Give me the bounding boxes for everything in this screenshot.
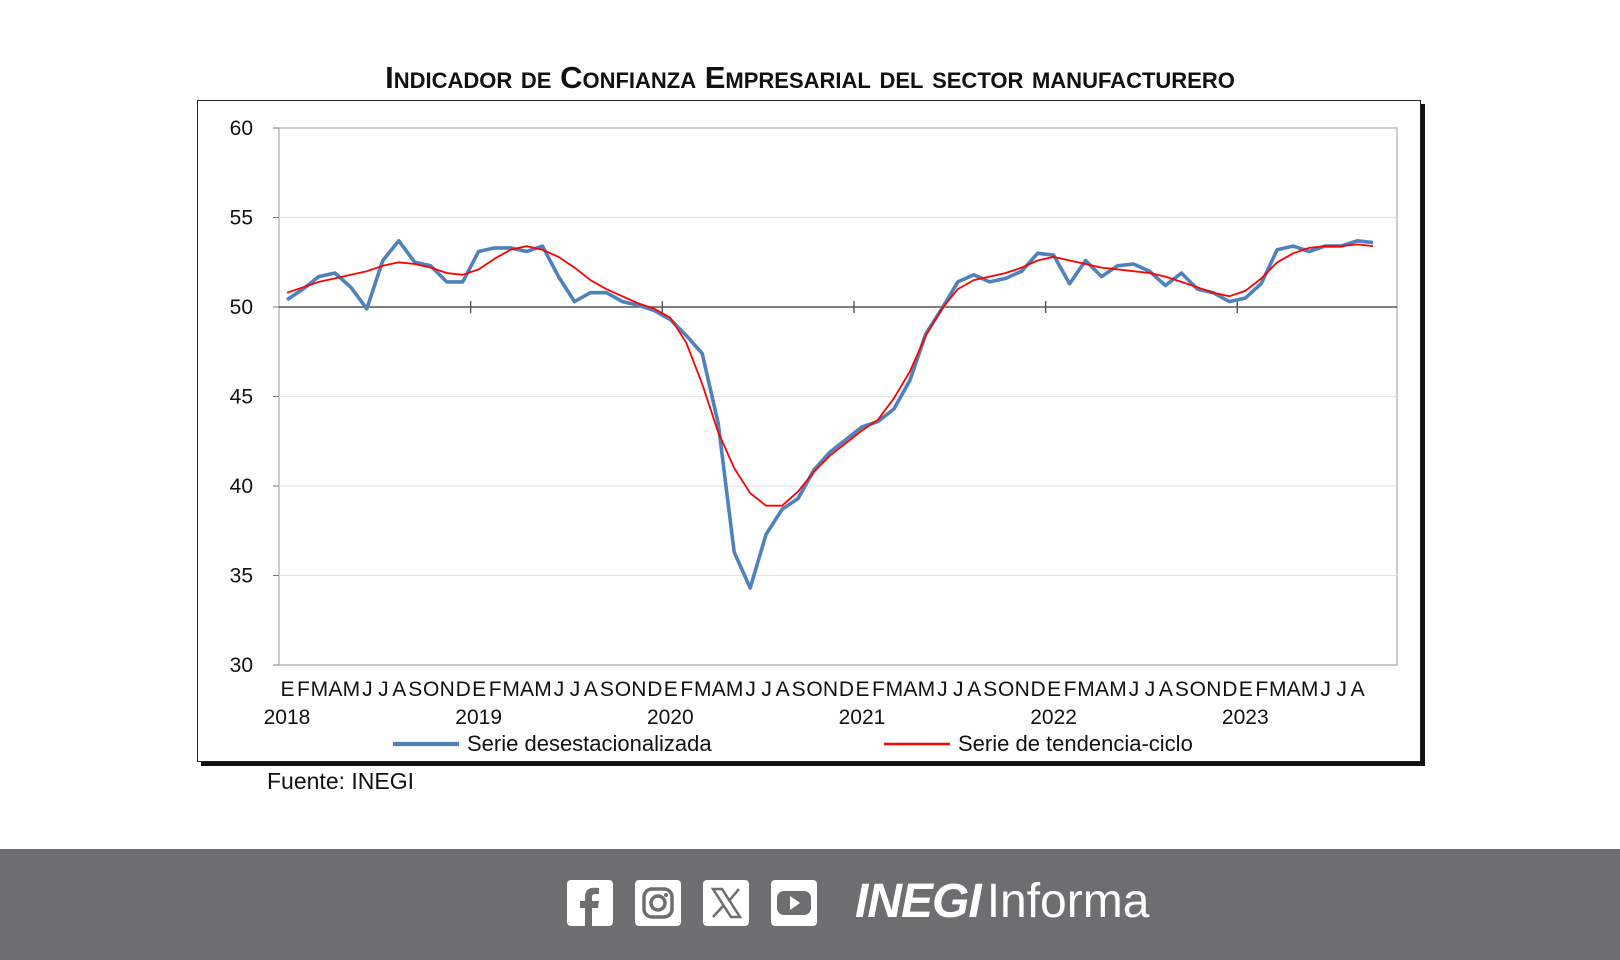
x-month-label: M [1077,678,1094,701]
x-month-label: S [792,678,806,701]
x-month-label: N [1206,678,1220,701]
x-month-label: F [1255,678,1267,701]
x-month-label: A [1159,678,1173,701]
y-tick-label: 30 [230,654,253,677]
x-month-label: D [1031,678,1046,701]
x-month-label: J [570,678,580,701]
x-month-label: E [664,678,678,701]
x-month-label: A [520,678,534,701]
x-month-label: J [1320,678,1330,701]
x-month-label: D [839,678,854,701]
x-month-label: M [1109,678,1126,701]
x-month-label: N [823,678,837,701]
youtube-icon[interactable] [771,880,817,926]
x-month-label: M [1301,678,1318,701]
x-month-label: O [423,678,439,701]
x-month-label: F [1064,678,1076,701]
x-month-label: A [712,678,726,701]
x-month-label: J [761,678,771,701]
x-month-label: M [886,678,903,701]
x-month-label: E [280,678,294,701]
series-line-1 [285,239,1374,590]
x-month-label: F [872,678,884,701]
chart-title: Indicador de Confianza Empresarial del s… [385,60,1235,95]
x-month-label: E [472,678,486,701]
brand-bold: INEGI [855,875,982,928]
x-month-label: J [554,678,564,701]
x-month-label: J [953,678,963,701]
facebook-icon[interactable] [567,880,613,926]
x-month-label: O [806,678,822,701]
x-month-label: A [776,678,790,701]
x-month-label: A [1095,678,1109,701]
x-year-label: 2019 [455,706,502,729]
x-month-label: A [967,678,981,701]
y-tick-label: 50 [230,296,253,319]
x-month-label: A [903,678,917,701]
y-tick-label: 45 [230,386,253,409]
x-month-label: A [392,678,406,701]
series-line-2 [286,243,1374,507]
x-month-label: S [983,678,997,701]
y-tick-label: 40 [230,475,253,498]
x-month-label: N [631,678,645,701]
x-month-label: A [1351,678,1365,701]
x-month-label: E [855,678,869,701]
y-tick-label: 60 [230,117,253,140]
x-month-label: J [745,678,755,701]
chart-frame [197,100,1421,762]
x-month-label: M [502,678,518,701]
x-month-label: J [378,678,388,701]
x-month-label: M [311,678,328,701]
x-year-label: 2020 [647,706,694,729]
x-year-label: 2023 [1222,706,1269,729]
x-month-label: O [615,678,631,701]
x-month-label: N [440,678,454,701]
x-month-label: M [1269,678,1286,701]
x-year-label: 2022 [1030,706,1077,729]
x-month-label: J [362,678,372,701]
x-month-label: A [328,678,342,701]
x-month-label: F [297,678,309,701]
x-month-label: M [534,678,551,701]
x-month-label: F [489,678,501,701]
x-month-label: D [1222,678,1237,701]
brand-light: Informa [986,875,1150,928]
x-month-label: N [1015,678,1029,701]
instagram-icon[interactable] [635,880,681,926]
x-month-label: J [1336,678,1346,701]
x-month-label: J [1145,678,1155,701]
legend-label: Serie desestacionalizada [467,731,712,756]
x-year-label: 2021 [839,706,886,729]
x-month-label: M [918,678,935,701]
x-month-label: F [680,678,692,701]
y-tick-label: 35 [230,565,253,588]
x-icon[interactable] [703,880,749,926]
x-month-label: S [1175,678,1189,701]
x-month-label: O [1190,678,1206,701]
x-month-label: J [937,678,947,701]
x-month-label: E [1047,678,1061,701]
x-month-label: M [694,678,711,701]
x-month-label: A [584,678,598,701]
x-month-label: M [726,678,743,701]
source-note: Fuente: INEGI [267,768,415,794]
inegi-informa-logo: INEGI Informa [855,874,1149,930]
y-tick-label: 55 [230,207,253,230]
x-month-label: D [647,678,662,701]
x-month-label: J [1129,678,1139,701]
x-month-label: M [343,678,360,701]
x-month-label: O [998,678,1014,701]
x-month-label: D [456,678,471,701]
x-month-label: A [1287,678,1301,701]
x-year-label: 2018 [264,706,311,729]
x-month-label: E [1239,678,1253,701]
x-month-label: S [408,678,422,701]
legend-label: Serie de tendencia-ciclo [958,731,1193,756]
x-month-label: S [600,678,614,701]
